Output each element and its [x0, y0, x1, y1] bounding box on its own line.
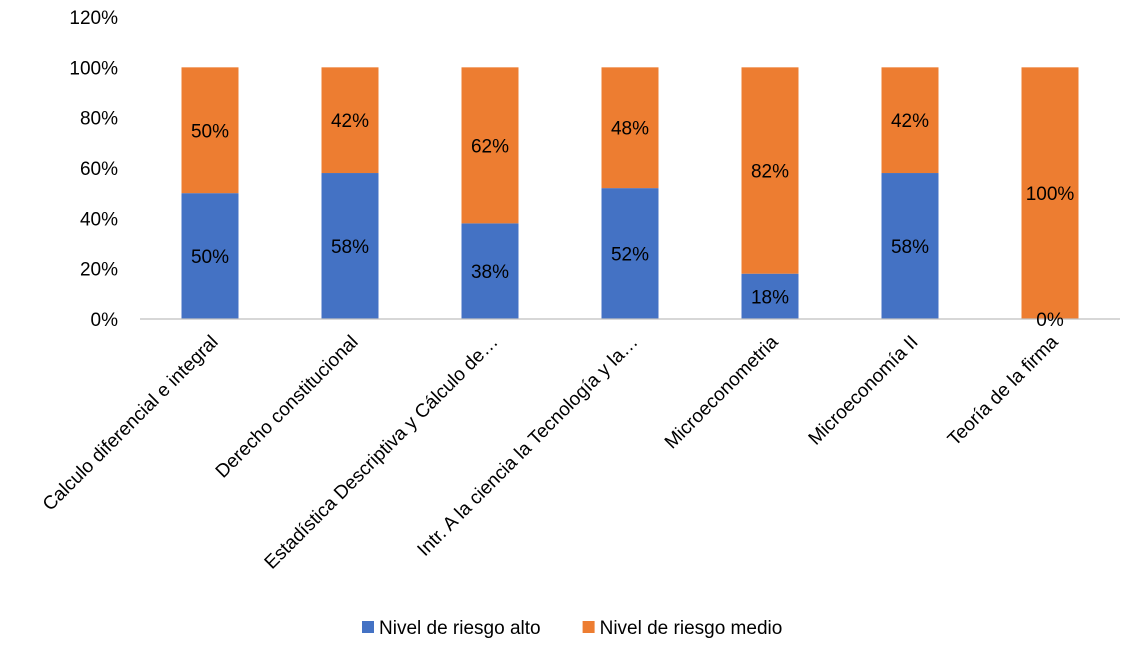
bar-segment: [181, 193, 239, 319]
x-category-label: Derecho constitucional: [212, 332, 363, 483]
data-label: 52%: [611, 245, 649, 266]
legend-swatch: [582, 621, 595, 633]
bar-segment: [461, 67, 519, 224]
y-tick-label: 40%: [80, 209, 118, 230]
x-category-label: Intr. A la ciencia la Tecnología y la…: [414, 332, 643, 561]
y-tick-label: 100%: [69, 58, 118, 79]
data-label: 38%: [471, 262, 509, 283]
y-tick-label: 120%: [69, 8, 118, 29]
bar-segment: [1021, 67, 1079, 319]
y-tick-label: 20%: [80, 260, 118, 281]
data-label: 42%: [331, 111, 369, 132]
data-label: 0%: [1036, 310, 1064, 331]
bar-segment: [601, 188, 659, 319]
bar-segment: [601, 67, 659, 189]
data-label: 50%: [191, 247, 229, 268]
data-label: 58%: [331, 237, 369, 258]
x-category-label: Teoría de la firma: [944, 331, 1063, 450]
bar-segment: [181, 67, 239, 194]
bar-segment: [741, 67, 799, 274]
x-category-label: Microeconometria: [661, 331, 783, 453]
data-label: 82%: [751, 162, 789, 183]
y-tick-label: 60%: [80, 159, 118, 180]
bar-segment: [461, 223, 519, 319]
data-label: 18%: [751, 287, 789, 308]
x-category-label: Microeconomía II: [805, 332, 923, 450]
x-category-label: Estadística Descriptiva y Cálculo de…: [261, 332, 503, 574]
legend-label: Nivel de riesgo alto: [379, 618, 541, 639]
legend-label: Nivel de riesgo medio: [600, 618, 783, 639]
y-tick-label: 0%: [91, 310, 119, 331]
bar-segment: [321, 173, 379, 319]
bar-segment: [741, 273, 799, 319]
data-label: 58%: [891, 237, 929, 258]
data-label: 100%: [1026, 184, 1075, 205]
legend-swatch: [362, 621, 374, 633]
bar-segment: [321, 67, 379, 174]
data-label: 62%: [471, 136, 509, 157]
bar-segment: [881, 67, 939, 174]
data-label: 42%: [891, 111, 929, 132]
data-label: 48%: [611, 119, 649, 140]
x-category-label: Calculo diferencial e integral: [39, 332, 223, 516]
bar-segment: [881, 173, 939, 319]
y-tick-label: 80%: [80, 109, 118, 130]
data-label: 50%: [191, 121, 229, 142]
